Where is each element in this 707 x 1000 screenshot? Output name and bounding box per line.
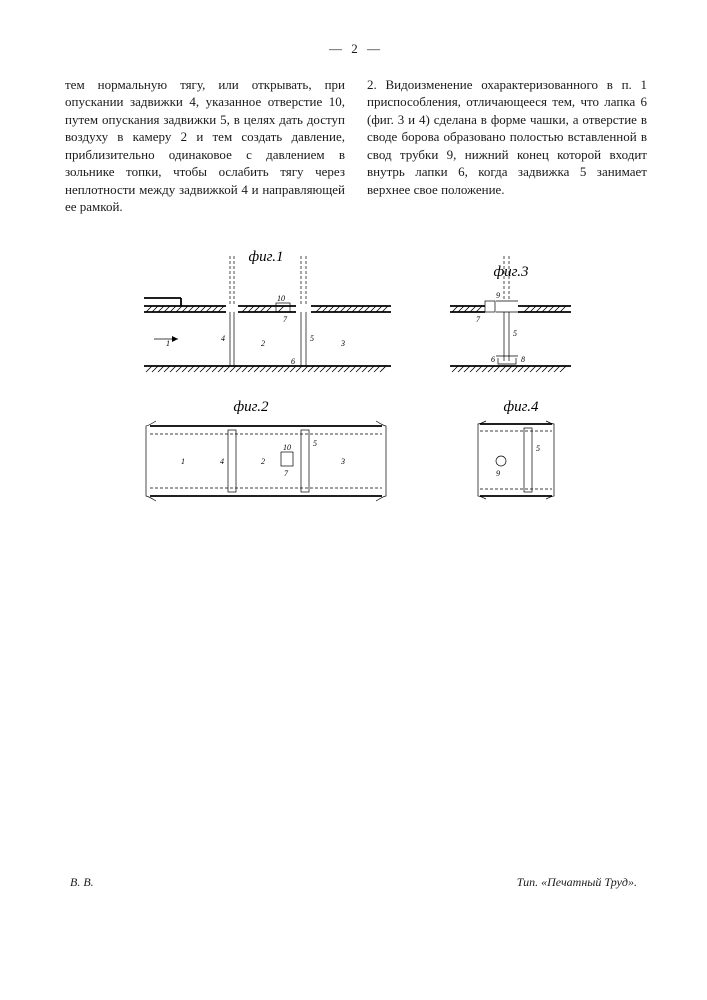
column-left: тем нормальную тягу, или открывать, при … (65, 76, 345, 216)
fig1-ref-6: 6 (291, 357, 295, 366)
fig2-ref-7: 7 (284, 469, 289, 478)
figure-3: фиг.3 (446, 246, 576, 386)
figures-row-top: фиг.1 (136, 246, 576, 386)
fig2-ref-4: 4 (220, 457, 224, 466)
figure-4: фиг.4 5 9 (446, 396, 576, 516)
figures-block: фиг.1 (136, 246, 576, 516)
fig1-ref-10: 10 (277, 294, 285, 303)
fig3-ref-7: 7 (476, 315, 481, 324)
fig1-label: фиг.1 (248, 249, 283, 265)
fig4-label: фиг.4 (503, 399, 539, 415)
fig3-ref-8: 8 (521, 355, 525, 364)
text-columns: тем нормальную тягу, или открывать, при … (65, 76, 647, 216)
figures-row-bottom: фиг.2 1 2 3 4 5 7 10 (136, 396, 576, 516)
fig4-ref-5: 5 (536, 444, 540, 453)
fig2-ref-10: 10 (283, 443, 291, 452)
fig3-label: фиг.3 (493, 264, 528, 280)
footer-right: Тип. «Печатный Труд». (517, 874, 637, 890)
column-right: 2. Видоизменение охарактеризованного в п… (367, 76, 647, 216)
figure-2: фиг.2 1 2 3 4 5 7 10 (136, 396, 396, 516)
fig1-ref-4: 4 (221, 334, 225, 343)
fig2-ref-2: 2 (261, 457, 265, 466)
page-number: — 2 — (65, 40, 647, 58)
fig3-ref-6: 6 (491, 355, 495, 364)
fig2-ref-3: 3 (340, 457, 345, 466)
fig2-ref-1: 1 (181, 457, 185, 466)
page: — 2 — тем нормальную тягу, или открывать… (0, 0, 707, 1000)
fig3-ref-5: 5 (513, 329, 517, 338)
fig2-label: фиг.2 (233, 399, 269, 415)
fig1-ref-5: 5 (310, 334, 314, 343)
footer-left: В. В. (70, 874, 94, 890)
footer: В. В. Тип. «Печатный Труд». (70, 874, 637, 890)
fig1-ref-1: 1 (166, 339, 170, 348)
fig1-ref-7: 7 (283, 315, 288, 324)
fig3-ref-9: 9 (496, 291, 500, 300)
fig4-ref-9: 9 (496, 469, 500, 478)
fig1-ref-2: 2 (261, 339, 265, 348)
figure-1: фиг.1 (136, 246, 396, 386)
fig2-ref-5: 5 (313, 439, 317, 448)
fig1-ref-3: 3 (340, 339, 345, 348)
